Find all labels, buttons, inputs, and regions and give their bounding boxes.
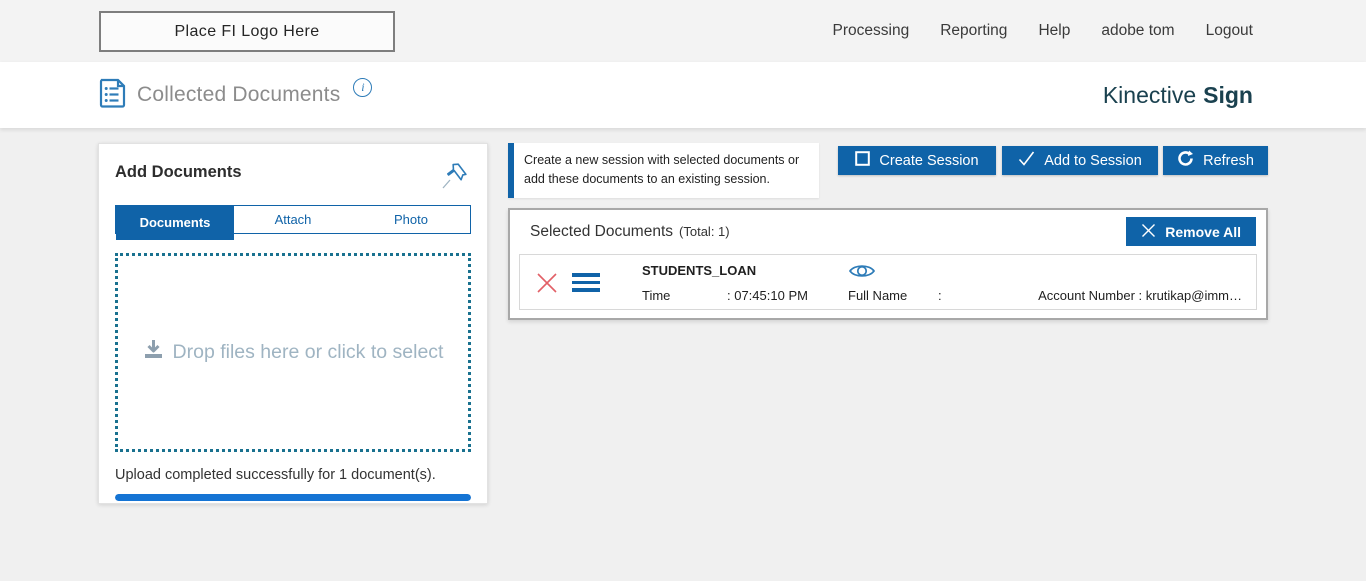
upload-progress-fill xyxy=(115,494,471,501)
tab-attach[interactable]: Attach xyxy=(274,212,312,227)
document-row: STUDENTS_LOAN Time : 07:45:10 PM Full Na… xyxy=(519,254,1257,310)
page-header: Collected Documents i Kinective Sign xyxy=(0,62,1366,128)
nav-reporting[interactable]: Reporting xyxy=(940,22,1008,39)
create-session-label: Create Session xyxy=(879,152,979,169)
upload-progress-bar xyxy=(115,494,471,501)
refresh-button[interactable]: Refresh xyxy=(1163,146,1268,175)
x-icon xyxy=(1141,223,1156,241)
session-info-message: Create a new session with selected docum… xyxy=(508,143,819,198)
add-documents-tabs: Documents Attach Photo xyxy=(115,205,471,240)
top-nav: Processing Reporting Help adobe tom Logo… xyxy=(833,0,1253,62)
selected-documents-title: Selected Documents xyxy=(530,223,674,240)
brand-name-regular: Kinective xyxy=(1102,81,1197,108)
pin-icon[interactable] xyxy=(441,159,471,196)
time-label: Time xyxy=(642,288,671,303)
collected-documents-icon xyxy=(99,77,126,113)
page-header-left: Collected Documents i xyxy=(99,62,373,128)
tab-photo[interactable]: Photo xyxy=(394,212,428,227)
top-bar: Place FI Logo Here Processing Reporting … xyxy=(0,0,1366,62)
refresh-icon xyxy=(1177,150,1194,171)
upload-status-message: Upload completed successfully for 1 docu… xyxy=(115,467,436,483)
remove-all-button[interactable]: Remove All xyxy=(1126,217,1256,246)
remove-all-label: Remove All xyxy=(1165,223,1241,240)
nav-processing[interactable]: Processing xyxy=(832,22,910,39)
info-icon[interactable]: i xyxy=(353,77,373,97)
fi-logo-text: Place FI Logo Here xyxy=(174,22,320,40)
check-icon xyxy=(1018,151,1035,170)
selected-documents-panel: Selected Documents (Total: 1) Remove All… xyxy=(508,208,1268,320)
brand-name-bold: Sign xyxy=(1203,81,1253,108)
tab-documents[interactable]: Documents xyxy=(116,205,234,240)
brand-logo: Kinective Sign xyxy=(1103,62,1253,128)
account-number-value: Account Number : krutikap@imm… xyxy=(1038,288,1242,303)
fi-logo-placeholder[interactable]: Place FI Logo Here xyxy=(99,11,395,52)
nav-logout[interactable]: Logout xyxy=(1205,22,1253,39)
dropzone-label: Drop files here or click to select xyxy=(172,341,444,363)
selected-documents-header: Selected Documents (Total: 1) xyxy=(530,223,730,241)
remove-document-icon[interactable] xyxy=(536,272,558,299)
square-icon xyxy=(855,151,871,170)
fullname-value: : xyxy=(938,288,942,303)
add-documents-header: Add Documents xyxy=(115,159,471,196)
add-documents-panel: Add Documents Documents Attach Photo Dro… xyxy=(98,143,488,504)
nav-help[interactable]: Help xyxy=(1038,22,1071,39)
add-to-session-label: Add to Session xyxy=(1044,152,1142,169)
selected-documents-total: (Total: 1) xyxy=(679,224,730,239)
create-session-button[interactable]: Create Session xyxy=(838,146,996,175)
nav-user-menu[interactable]: adobe tom xyxy=(1101,22,1175,39)
add-documents-title: Add Documents xyxy=(115,163,242,181)
drag-handle-icon[interactable] xyxy=(572,273,600,296)
preview-eye-icon[interactable] xyxy=(848,261,876,286)
refresh-label: Refresh xyxy=(1203,152,1254,169)
time-value: : 07:45:10 PM xyxy=(727,288,808,303)
download-icon xyxy=(143,339,164,366)
document-name: STUDENTS_LOAN xyxy=(642,263,757,278)
file-dropzone[interactable]: Drop files here or click to select xyxy=(115,253,471,452)
add-to-session-button[interactable]: Add to Session xyxy=(1002,146,1158,175)
fullname-label: Full Name xyxy=(848,288,908,303)
page-title: Collected Documents xyxy=(137,83,341,106)
